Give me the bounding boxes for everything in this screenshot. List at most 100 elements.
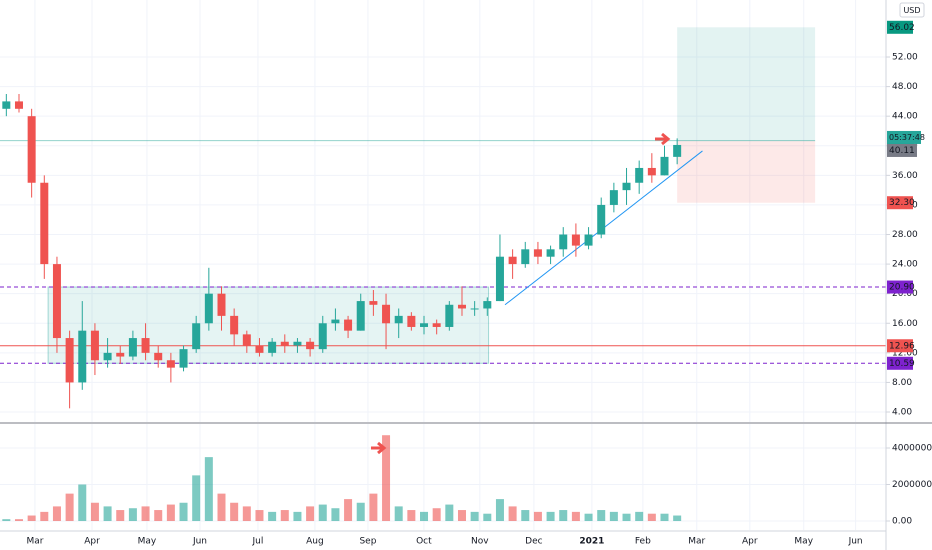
candle-body: [128, 338, 137, 357]
candle-body: [306, 341, 315, 350]
x-tick-label: Nov: [471, 537, 489, 547]
volume-bar: [268, 511, 277, 522]
volume-bar: [154, 510, 163, 522]
y-tick-label: 36.00: [892, 171, 918, 181]
volume-bar: [622, 513, 631, 522]
volume-bar: [559, 510, 568, 522]
x-tick-label: Feb: [635, 537, 651, 547]
volume-bar: [407, 510, 416, 522]
volume-bar: [242, 506, 251, 522]
level-tag: 12.96: [889, 341, 915, 351]
level-tag: 10.59: [889, 359, 915, 369]
candle-body: [255, 345, 264, 353]
candle-body: [584, 234, 593, 246]
x-tick-label: Jul: [252, 537, 264, 547]
candle-body: [508, 256, 517, 265]
y-tick-label: 48.00: [892, 82, 918, 92]
y-tick-label: 16.00: [892, 319, 918, 329]
x-tick-label: Aug: [306, 537, 324, 547]
last-price-bg: [887, 143, 917, 157]
volume-bar: [597, 510, 606, 522]
volume-bar: [103, 506, 112, 522]
candle-body: [242, 334, 251, 346]
candle-body: [394, 315, 403, 324]
volume-bar: [546, 511, 555, 522]
volume-bar: [647, 513, 656, 522]
volume-bar: [609, 511, 618, 522]
price-tag-bg: [887, 20, 913, 34]
candle-body: [622, 182, 631, 191]
volume-tick-label: 20000000.00: [892, 480, 932, 490]
volume-bar: [344, 499, 353, 522]
volume-bar: [533, 511, 542, 522]
volume-bar: [179, 502, 188, 522]
volume-bar: [394, 506, 403, 522]
volume-bar: [420, 511, 429, 522]
candle-body: [166, 360, 175, 368]
y-tick-label: 52.00: [892, 53, 918, 63]
candle-body: [27, 116, 36, 183]
candle-body: [141, 338, 150, 353]
candle-body: [318, 323, 327, 350]
y-tick-label: 12.00: [892, 348, 918, 358]
x-tick-label: Apr: [742, 537, 758, 547]
volume-bar: [2, 519, 11, 522]
candle-body: [78, 330, 87, 383]
candle-body: [609, 190, 618, 205]
candle-body: [217, 293, 226, 316]
countdown: 05:37:48: [889, 133, 925, 142]
candle-body: [546, 249, 555, 257]
volume-bar: [356, 502, 365, 522]
candle-body: [673, 144, 682, 157]
candle-body: [331, 319, 340, 324]
y-tick-label: 24.00: [892, 260, 918, 270]
candle-body: [457, 304, 466, 309]
candle-body: [571, 234, 580, 246]
candle-body: [40, 182, 49, 265]
level-tag-bg: [887, 280, 913, 294]
candle-body: [344, 319, 353, 331]
y-tick-label: 20.00: [892, 289, 918, 299]
x-tick-label: Mar: [26, 537, 43, 547]
volume-bar: [508, 506, 517, 522]
x-tick-label: Oct: [416, 537, 432, 547]
volume-bar: [27, 515, 36, 522]
candle-body: [407, 315, 416, 327]
candle-body: [420, 323, 429, 327]
volume-tick-label: 0.00: [892, 517, 912, 527]
x-tick-label: Jun: [192, 537, 207, 547]
y-tick-label: 8.00: [892, 378, 912, 388]
candle-body: [647, 167, 656, 176]
currency-box[interactable]: [899, 2, 925, 18]
candle-body: [2, 101, 11, 109]
volume-bar: [230, 502, 239, 522]
price-tag-bg: [887, 196, 913, 210]
volume-bar: [90, 502, 99, 522]
y-tick-label: 4.00: [892, 408, 912, 418]
volume-bar: [318, 504, 327, 522]
x-tick-label: Sep: [359, 537, 376, 547]
volume-bar: [445, 504, 454, 522]
candle-body: [483, 301, 492, 309]
candle-body: [65, 338, 74, 383]
candle-body: [230, 315, 239, 335]
candle-body: [369, 301, 378, 305]
candle-body: [597, 204, 606, 235]
volume-bar: [584, 513, 593, 522]
volume-bar: [204, 457, 213, 522]
candle-body: [52, 264, 61, 339]
candle-body: [293, 341, 302, 346]
x-tick-label: May: [138, 537, 157, 547]
volume-bar: [141, 506, 150, 522]
volume-bar: [14, 519, 23, 522]
x-tick-label: Jun: [848, 537, 863, 547]
candle-body: [495, 256, 504, 302]
arrow-marker: [655, 132, 671, 146]
x-tick-label: Dec: [525, 537, 542, 547]
volume-bar: [52, 506, 61, 522]
y-tick-label: 44.00: [892, 112, 918, 122]
currency: USD: [903, 6, 920, 15]
candle-body: [116, 352, 125, 357]
candle-body: [204, 293, 213, 324]
